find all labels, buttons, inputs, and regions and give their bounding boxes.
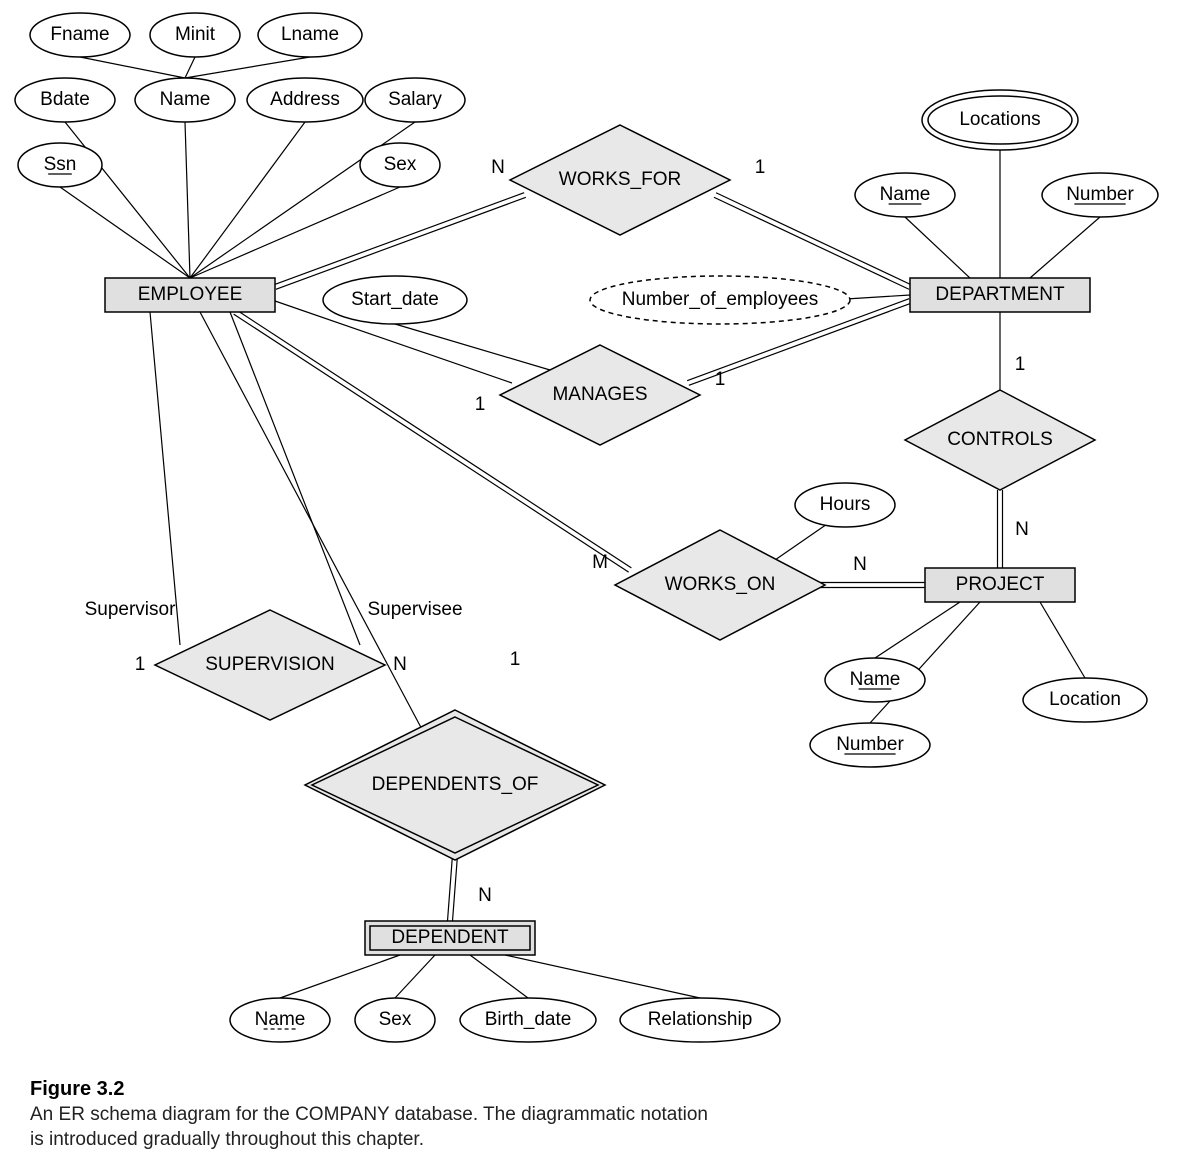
attr-sex_depnt: Sex (379, 1009, 412, 1030)
attr-sex_emp: Sex (384, 154, 417, 175)
attr-name_depnt: Name (255, 1009, 306, 1030)
attr-name_dep: Name (880, 184, 931, 205)
figure-caption-line2: is introduced gradually throughout this … (30, 1129, 424, 1150)
er-diagram: Fname Minit Lname Bdate Name Address Salary Ssn… (0, 0, 1201, 1158)
rel-dependents_of: DEPENDENTS_OF (372, 774, 539, 795)
attr-minit: Minit (175, 24, 216, 45)
svg-text:N: N (491, 157, 505, 178)
svg-text:N: N (1015, 519, 1029, 540)
svg-text:N: N (853, 554, 867, 575)
rel-works_for: WORKS_FOR (559, 169, 681, 190)
svg-text:Supervisor: Supervisor (85, 599, 176, 620)
attr-hours: Hours (820, 494, 871, 515)
attr-start_date: Start_date (351, 289, 439, 310)
attr-ssn: Ssn (44, 154, 77, 175)
svg-text:1: 1 (1015, 354, 1026, 375)
svg-text:N: N (478, 885, 492, 906)
svg-text:1: 1 (135, 654, 146, 675)
attr-number_proj: Number (836, 734, 904, 755)
attr-location_proj: Location (1049, 689, 1121, 710)
svg-text:Supervisee: Supervisee (367, 599, 462, 620)
rel-controls: CONTROLS (947, 429, 1053, 450)
entity-project: PROJECT (956, 574, 1045, 595)
entity-employee: EMPLOYEE (138, 284, 243, 305)
svg-text:1: 1 (755, 157, 766, 178)
figure-caption-line1: An ER schema diagram for the COMPANY dat… (30, 1104, 708, 1125)
attr-salary: Salary (388, 89, 442, 110)
entity-department: DEPARTMENT (935, 284, 1065, 305)
svg-text:1: 1 (510, 649, 521, 670)
entity-dependent: DEPENDENT (391, 927, 509, 948)
rel-manages: MANAGES (552, 384, 647, 405)
svg-text:1: 1 (475, 394, 486, 415)
attr-number_dep: Number (1066, 184, 1134, 205)
attr-address: Address (270, 89, 340, 110)
rel-works_on: WORKS_ON (665, 574, 776, 595)
attr-lname: Lname (281, 24, 339, 45)
svg-text:M: M (592, 552, 608, 573)
rel-supervision: SUPERVISION (205, 654, 335, 675)
attr-num_emp: Number_of_employees (622, 289, 818, 310)
svg-text:N: N (393, 654, 407, 675)
attr-fname: Fname (50, 24, 109, 45)
attr-name_proj: Name (850, 669, 901, 690)
figure-number: Figure 3.2 (30, 1078, 124, 1100)
attr-locations: Locations (959, 109, 1040, 130)
attr-bdate: Bdate (40, 89, 90, 110)
svg-text:1: 1 (715, 369, 726, 390)
attr-birth_date: Birth_date (485, 1009, 572, 1030)
attr-relationship_attr: Relationship (648, 1009, 753, 1030)
attr-name_emp: Name (160, 89, 211, 110)
